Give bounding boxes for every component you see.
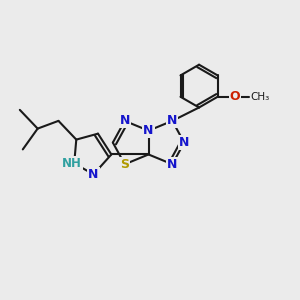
Text: N: N bbox=[167, 114, 178, 128]
Text: N: N bbox=[179, 136, 189, 149]
Text: NH: NH bbox=[62, 157, 82, 170]
Text: O: O bbox=[230, 90, 240, 103]
Text: CH₃: CH₃ bbox=[250, 92, 270, 102]
Text: N: N bbox=[119, 114, 130, 128]
Text: N: N bbox=[143, 124, 154, 137]
Text: S: S bbox=[120, 158, 129, 171]
Text: N: N bbox=[167, 158, 178, 171]
Text: N: N bbox=[88, 168, 99, 181]
